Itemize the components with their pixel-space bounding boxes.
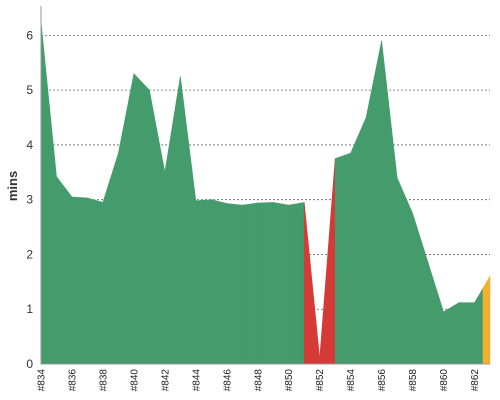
area-segment bbox=[226, 203, 243, 365]
area-segment bbox=[241, 202, 259, 365]
x-tick-label: #850 bbox=[284, 369, 295, 392]
x-tick-label: #858 bbox=[408, 369, 419, 392]
x-tick-label: #842 bbox=[160, 369, 171, 392]
area-segment bbox=[40, 21, 57, 365]
y-tick-label: 2 bbox=[26, 247, 33, 261]
area-segment bbox=[272, 202, 290, 365]
x-tick-labels: #834 #836 #838 #840 #842 #844 #846 #848 #850 #852… bbox=[37, 369, 482, 392]
y-tick-label: 6 bbox=[26, 28, 33, 42]
y-tick-label: 1 bbox=[26, 302, 33, 316]
x-tick-label: #840 bbox=[129, 369, 140, 392]
area-segment bbox=[71, 196, 88, 365]
x-tick-label: #836 bbox=[67, 369, 78, 392]
area-segment bbox=[195, 199, 212, 365]
area-segment bbox=[211, 199, 228, 365]
x-tick-label: #838 bbox=[98, 369, 109, 392]
area-segment bbox=[319, 158, 336, 365]
axes bbox=[40, 6, 490, 365]
area-segment bbox=[164, 76, 181, 365]
area-segment bbox=[288, 202, 305, 365]
x-tick-label: #856 bbox=[377, 369, 388, 392]
area-segment bbox=[180, 76, 197, 365]
area-segment bbox=[427, 262, 444, 365]
y-tick-label: 4 bbox=[26, 138, 33, 152]
x-tick-label: #846 bbox=[222, 369, 233, 392]
area-segment bbox=[443, 302, 460, 365]
area-segment bbox=[458, 302, 475, 365]
area-segment bbox=[396, 177, 413, 365]
x-tick-label: #852 bbox=[315, 369, 326, 392]
x-tick-label: #844 bbox=[191, 369, 202, 392]
area-segment bbox=[149, 90, 166, 365]
y-tick-label: 3 bbox=[26, 193, 33, 207]
area-segment bbox=[102, 153, 119, 365]
area-segment bbox=[412, 213, 429, 365]
y-axis-label: mins bbox=[5, 171, 20, 201]
x-tick-label: #854 bbox=[346, 369, 357, 392]
area-segment bbox=[303, 202, 320, 365]
area-segment bbox=[381, 40, 398, 365]
area-segment bbox=[257, 202, 274, 365]
area-segment bbox=[350, 117, 367, 365]
area-series bbox=[40, 21, 491, 365]
y-tick-labels: 0 1 2 3 4 5 6 bbox=[26, 28, 33, 371]
x-tick-label: #834 bbox=[37, 369, 48, 392]
y-tick-label: 5 bbox=[26, 83, 33, 97]
area-segment bbox=[334, 152, 351, 365]
area-segment bbox=[87, 197, 104, 365]
x-tick-label: #860 bbox=[439, 369, 450, 392]
x-tick-label: #848 bbox=[253, 369, 264, 392]
area-segment bbox=[474, 287, 484, 365]
x-tick-label: #862 bbox=[470, 369, 481, 392]
area-segment bbox=[56, 175, 73, 365]
area-segment-warn bbox=[482, 275, 491, 365]
y-tick-label: 0 bbox=[26, 357, 33, 371]
area-segment bbox=[365, 40, 382, 365]
area-segment bbox=[118, 73, 135, 365]
area-segment bbox=[133, 72, 150, 365]
